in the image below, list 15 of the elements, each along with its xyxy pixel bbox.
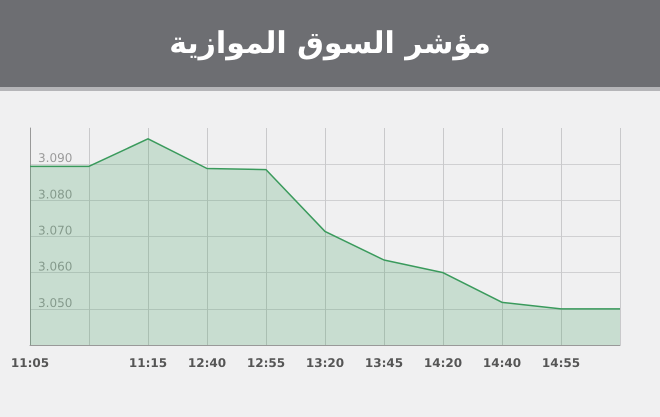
chart-title: مؤشر السوق الموازية xyxy=(169,26,491,61)
x-tick-label: 13:20 xyxy=(306,356,344,370)
y-tick-label: 3.080 xyxy=(38,187,72,202)
y-tick-label: 3.050 xyxy=(38,296,72,310)
x-tick-label: 11:05 xyxy=(10,356,50,370)
x-tick-label: 12:40 xyxy=(188,356,226,370)
x-tick-label: 12:55 xyxy=(246,356,286,370)
x-tick-label: 13:45 xyxy=(364,356,404,370)
x-tick-label: 14:20 xyxy=(424,356,462,370)
y-tick-label: 3.090 xyxy=(38,151,72,166)
y-tick-label: 3.070 xyxy=(38,224,72,238)
x-tick-label: 14:55 xyxy=(542,356,580,370)
y-tick-label: 3.060 xyxy=(38,260,72,274)
x-tick-label: 14:40 xyxy=(482,356,522,370)
x-tick-label: 11:15 xyxy=(128,356,168,370)
